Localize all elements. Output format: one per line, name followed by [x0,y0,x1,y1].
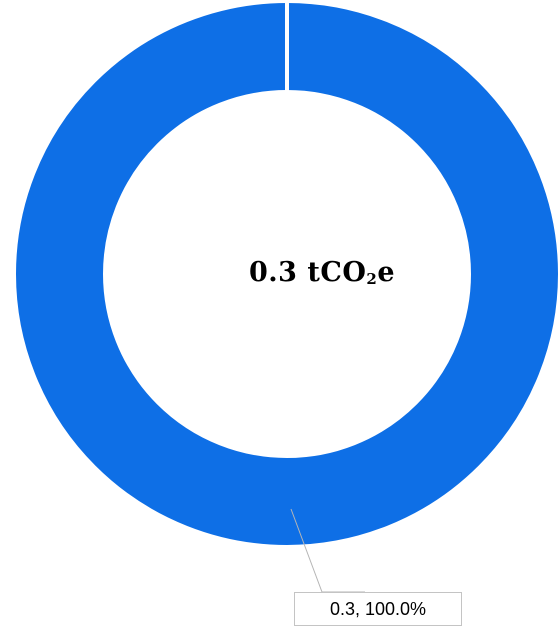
donut-slices [16,3,558,545]
slice-data-label: 0.3, 100.0% [294,592,462,626]
donut-slice [16,3,558,545]
